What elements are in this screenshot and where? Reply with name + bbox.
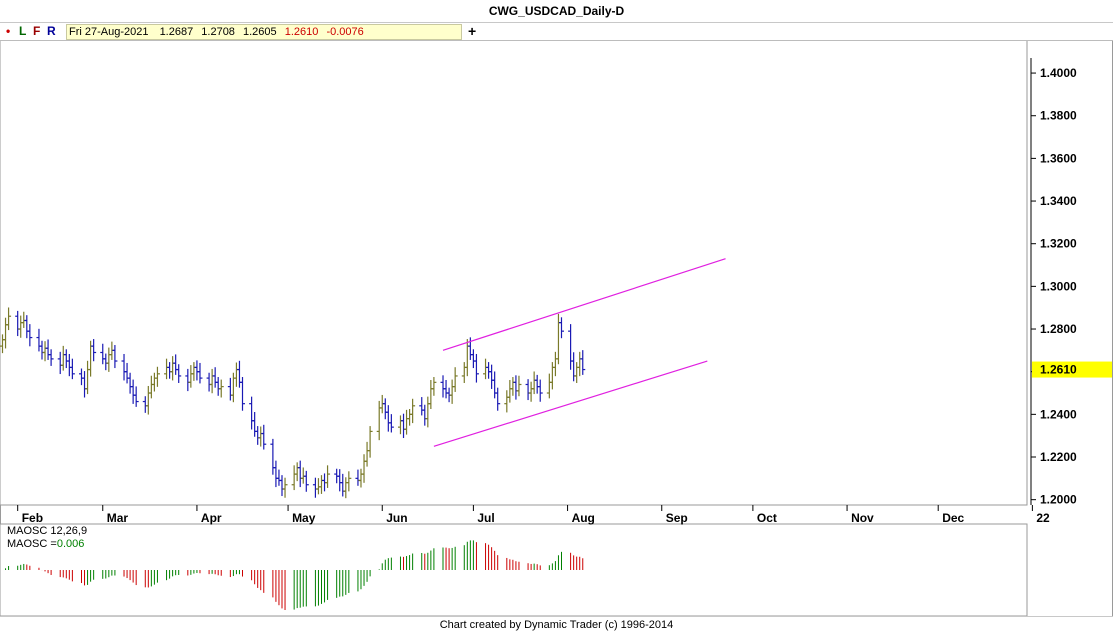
- price-tick-label: 1.3000: [1040, 279, 1077, 293]
- price-bar: [91, 339, 97, 362]
- price-bar: [558, 317, 564, 339]
- price-bar: [452, 367, 458, 392]
- bar-open: 1.2687: [159, 26, 194, 38]
- maosc-histogram: [5, 540, 584, 610]
- price-bar: [154, 366, 160, 387]
- price-bar: [303, 470, 309, 492]
- price-bar: [282, 477, 288, 498]
- price-bar: [6, 307, 12, 331]
- bar-close: 1.2610: [284, 26, 319, 38]
- maosc-value: 0.006: [57, 538, 85, 550]
- price-tick-label: 1.3600: [1040, 151, 1077, 165]
- month-label: Mar: [107, 511, 129, 525]
- month-label: Feb: [22, 511, 43, 525]
- channel-lower-line: [433, 360, 708, 447]
- price-bar: [410, 398, 416, 424]
- price-tick-label: 1.3200: [1040, 237, 1077, 251]
- month-label: 22: [1036, 511, 1050, 525]
- month-label: Jun: [386, 511, 407, 525]
- footer-credit: Chart created by Dynamic Trader (c) 1996…: [0, 616, 1113, 633]
- month-label: Oct: [757, 511, 777, 525]
- price-bar: [580, 350, 586, 375]
- price-bar: [197, 362, 203, 384]
- price-bar: [69, 358, 75, 380]
- price-bar: [27, 324, 33, 347]
- channel-upper-line: [442, 258, 726, 351]
- maosc-label: MAOSC 12,26,9: [7, 525, 87, 537]
- month-label: Jul: [477, 511, 494, 525]
- bar-low: 1.2605: [243, 26, 277, 38]
- current-price-label: 1.2610: [1040, 363, 1077, 377]
- add-plus-icon[interactable]: +: [468, 23, 477, 39]
- price-bar: [133, 386, 139, 407]
- current-price-tag: [1032, 361, 1112, 378]
- month-label: Aug: [572, 511, 595, 525]
- price-bar: [176, 364, 182, 383]
- r-button[interactable]: R: [47, 24, 56, 38]
- price-bar: [240, 377, 246, 411]
- info-toolbar: • L F R Fri 27-Aug-2021 1.2687 1.2708 1.…: [0, 23, 1113, 41]
- price-tick-label: 1.2800: [1040, 322, 1077, 336]
- price-tick-label: 1.4000: [1040, 66, 1077, 80]
- price-tick-label: 1.3400: [1040, 194, 1077, 208]
- month-label: Apr: [201, 511, 222, 525]
- price-bar: [367, 426, 373, 458]
- price-tick-label: 1.2400: [1040, 407, 1077, 421]
- price-bar: [112, 345, 118, 369]
- price-bar: [473, 353, 479, 383]
- price-tick-label: 1.2000: [1040, 493, 1077, 507]
- record-dot-icon[interactable]: •: [6, 24, 11, 38]
- price-axis: 1.4000 1.3800 1.3600 1.3400 1.3200 1.3000 1.28…: [1030, 58, 1112, 507]
- bar-date: Fri 27-Aug-2021: [69, 26, 149, 38]
- maosc-value-label: MAOSC =: [7, 538, 57, 550]
- maosc-value-line: MAOSC =0.006: [7, 538, 84, 550]
- month-label: May: [292, 511, 316, 525]
- price-bars: [0, 307, 586, 499]
- price-panel: [0, 39, 1028, 506]
- price-tick-label: 1.2200: [1040, 450, 1077, 464]
- chart-title: CWG_USDCAD_Daily-D: [0, 0, 1113, 23]
- price-bar: [218, 379, 224, 398]
- price-bar: [48, 349, 54, 366]
- price-bar: [516, 375, 522, 397]
- l-button[interactable]: L: [19, 24, 27, 38]
- price-tick-label: 1.3800: [1040, 109, 1077, 123]
- price-bar: [495, 387, 501, 411]
- time-axis: Feb Mar Apr May Jun Jul Aug Sep Oct Nov Dec 22: [17, 505, 1050, 525]
- ohlc-readout: Fri 27-Aug-2021 1.2687 1.2708 1.2605 1.2…: [66, 24, 462, 40]
- price-bar: [537, 379, 543, 402]
- f-button[interactable]: F: [33, 24, 41, 38]
- month-label: Dec: [942, 511, 964, 525]
- month-label: Nov: [851, 511, 874, 525]
- price-bar: [431, 377, 437, 396]
- month-label: Sep: [666, 511, 688, 525]
- price-bar: [388, 414, 394, 433]
- price-bar: [261, 424, 267, 450]
- bar-high: 1.2708: [201, 26, 235, 38]
- trend-channel: [433, 258, 726, 447]
- bar-change: -0.0076: [326, 26, 364, 38]
- price-bar: [346, 471, 352, 492]
- price-bar: [325, 465, 331, 488]
